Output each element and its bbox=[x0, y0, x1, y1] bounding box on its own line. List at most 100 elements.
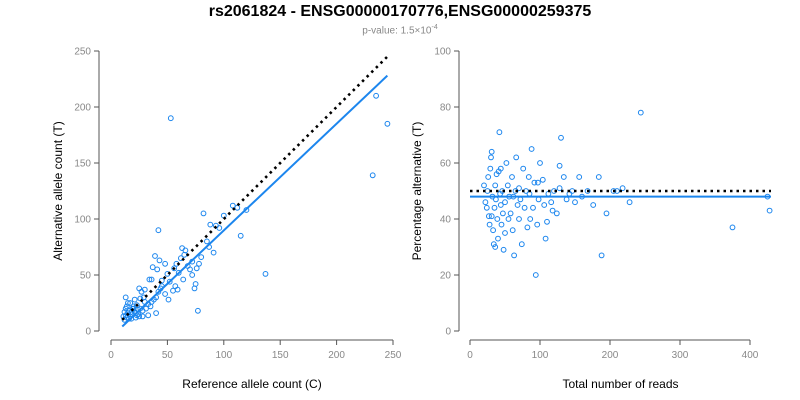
data-point bbox=[521, 204, 528, 211]
x-tick-label: 250 bbox=[385, 350, 402, 361]
data-point bbox=[513, 154, 520, 161]
data-point bbox=[487, 165, 494, 172]
p-value-exponent: -4 bbox=[431, 24, 438, 31]
data-point bbox=[154, 266, 161, 273]
data-point bbox=[180, 276, 187, 283]
x-tick-label: 400 bbox=[742, 350, 759, 361]
data-point bbox=[619, 185, 626, 192]
x-tick-label: 200 bbox=[328, 350, 345, 361]
data-point bbox=[637, 109, 644, 116]
data-point bbox=[503, 160, 510, 166]
data-point bbox=[192, 281, 199, 287]
data-point bbox=[502, 230, 508, 236]
data-point bbox=[494, 216, 501, 222]
data-point bbox=[603, 210, 610, 217]
x-axis-label: Total number of reads bbox=[562, 377, 678, 391]
y-tick-label: 100 bbox=[434, 47, 451, 58]
chart-subtitle: p-value: 1.5×10-4 bbox=[0, 24, 800, 36]
data-point bbox=[498, 221, 505, 228]
x-tick-label: 0 bbox=[108, 350, 114, 361]
data-point bbox=[496, 129, 503, 136]
data-point bbox=[189, 272, 196, 278]
y-tick-label: 40 bbox=[440, 215, 452, 226]
data-point bbox=[584, 188, 591, 194]
data-point bbox=[488, 213, 495, 220]
data-point bbox=[729, 224, 736, 231]
data-point bbox=[149, 264, 156, 271]
y-axis-label: Alternative allele count (T) bbox=[51, 121, 65, 260]
data-point bbox=[237, 232, 244, 239]
data-point bbox=[532, 272, 539, 278]
data-point bbox=[158, 277, 165, 284]
data-point bbox=[544, 218, 550, 225]
data-point bbox=[141, 286, 148, 293]
data-point bbox=[486, 213, 492, 220]
data-point bbox=[488, 148, 495, 155]
data-point bbox=[174, 286, 181, 293]
data-point bbox=[560, 174, 567, 180]
data-point bbox=[530, 204, 536, 211]
data-point bbox=[520, 165, 527, 172]
y-tick-label: 0 bbox=[445, 327, 451, 338]
data-point bbox=[535, 196, 542, 203]
data-point bbox=[165, 296, 172, 303]
fit-line bbox=[121, 74, 389, 328]
data-point bbox=[125, 300, 131, 306]
data-point bbox=[558, 134, 564, 141]
panel-1: 0 50 100 150 200 250 0 50 100 150 200 250 Reference … bbox=[51, 47, 402, 392]
data-point bbox=[491, 204, 498, 211]
data-point bbox=[766, 207, 773, 214]
data-point bbox=[548, 199, 555, 206]
data-point bbox=[514, 202, 521, 208]
data-point bbox=[535, 179, 541, 186]
data-point bbox=[175, 269, 182, 276]
data-point bbox=[187, 266, 193, 273]
panel-2: 0 100 200 300 400 0 20 40 60 80 100 Total number of… bbox=[410, 47, 773, 391]
data-point bbox=[527, 216, 534, 222]
data-point bbox=[134, 302, 140, 309]
y-tick-label: 100 bbox=[74, 215, 91, 226]
data-point bbox=[511, 252, 517, 259]
data-point bbox=[145, 312, 152, 319]
data-point bbox=[516, 185, 522, 192]
data-point bbox=[123, 303, 130, 310]
data-point bbox=[229, 202, 236, 209]
data-point bbox=[182, 247, 189, 254]
data-point bbox=[505, 216, 512, 222]
data-point bbox=[553, 210, 560, 217]
data-point bbox=[131, 296, 138, 303]
data-point bbox=[153, 310, 160, 317]
data-point bbox=[537, 160, 543, 166]
data-point bbox=[373, 92, 380, 99]
data-point bbox=[139, 313, 146, 320]
data-point bbox=[369, 172, 376, 179]
data-point bbox=[171, 265, 178, 272]
data-point bbox=[497, 202, 504, 208]
data-point bbox=[509, 174, 515, 180]
data-point bbox=[507, 210, 514, 217]
data-point bbox=[384, 120, 391, 127]
data-point bbox=[534, 221, 541, 228]
data-point bbox=[525, 174, 532, 180]
data-point bbox=[569, 188, 576, 194]
x-tick-label: 100 bbox=[215, 350, 232, 361]
data-point bbox=[262, 271, 269, 277]
data-point bbox=[490, 241, 497, 248]
data-point bbox=[156, 257, 163, 264]
data-point bbox=[500, 246, 507, 253]
data-point bbox=[549, 207, 556, 214]
y-tick-label: 250 bbox=[74, 47, 91, 58]
data-point bbox=[509, 227, 516, 234]
data-point bbox=[528, 146, 535, 152]
y-tick-label: 20 bbox=[440, 271, 452, 282]
data-point bbox=[490, 227, 497, 234]
data-point bbox=[504, 182, 511, 189]
data-point bbox=[563, 196, 570, 203]
data-point bbox=[484, 188, 491, 194]
data-point bbox=[502, 199, 508, 206]
x-tick-label: 0 bbox=[467, 350, 473, 361]
data-point bbox=[572, 199, 578, 206]
x-axis-label: Reference allele count (C) bbox=[182, 377, 321, 391]
data-point bbox=[524, 224, 531, 231]
